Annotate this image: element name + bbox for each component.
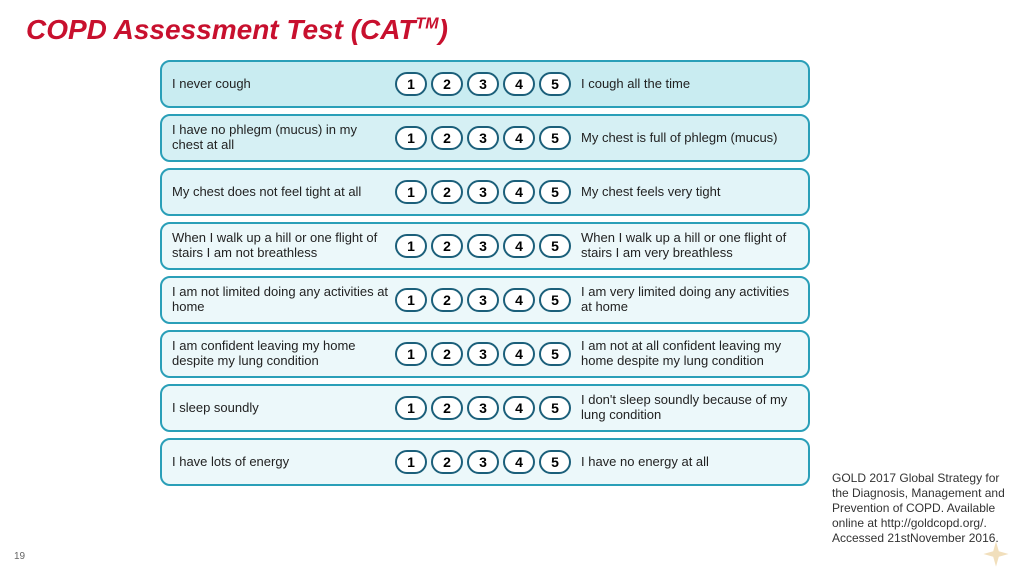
page-number: 19 [14, 551, 25, 562]
assessment-row: I have no phlegm (mucus) in my chest at … [160, 114, 810, 162]
row-left-label: When I walk up a hill or one flight of s… [172, 231, 395, 261]
rating-option[interactable]: 5 [539, 234, 571, 258]
rating-option[interactable]: 4 [503, 180, 535, 204]
rating-option[interactable]: 2 [431, 396, 463, 420]
rating-option[interactable]: 5 [539, 180, 571, 204]
assessment-row: I sleep soundly12345I don't sleep soundl… [160, 384, 810, 432]
rating-scale: 12345 [395, 396, 571, 420]
rating-scale: 12345 [395, 450, 571, 474]
rating-option[interactable]: 5 [539, 126, 571, 150]
rating-scale: 12345 [395, 72, 571, 96]
row-right-label: I have no energy at all [571, 455, 798, 470]
rating-option[interactable]: 3 [467, 234, 499, 258]
rating-option[interactable]: 1 [395, 126, 427, 150]
rating-option[interactable]: 5 [539, 396, 571, 420]
rating-option[interactable]: 5 [539, 450, 571, 474]
rating-option[interactable]: 4 [503, 396, 535, 420]
row-right-label: My chest feels very tight [571, 185, 798, 200]
rating-option[interactable]: 3 [467, 126, 499, 150]
rating-option[interactable]: 1 [395, 180, 427, 204]
rating-option[interactable]: 2 [431, 288, 463, 312]
rating-option[interactable]: 2 [431, 342, 463, 366]
rating-option[interactable]: 1 [395, 450, 427, 474]
title-superscript: TM [416, 16, 439, 33]
rating-option[interactable]: 5 [539, 288, 571, 312]
rating-option[interactable]: 4 [503, 450, 535, 474]
assessment-rows: I never cough12345I cough all the timeI … [160, 60, 810, 492]
row-left-label: My chest does not feel tight at all [172, 185, 395, 200]
rating-option[interactable]: 1 [395, 72, 427, 96]
rating-scale: 12345 [395, 126, 571, 150]
row-right-label: I don't sleep soundly because of my lung… [571, 393, 798, 423]
rating-option[interactable]: 3 [467, 72, 499, 96]
assessment-row: I never cough12345I cough all the time [160, 60, 810, 108]
rating-option[interactable]: 2 [431, 234, 463, 258]
rating-scale: 12345 [395, 180, 571, 204]
row-right-label: I am very limited doing any activities a… [571, 285, 798, 315]
rating-option[interactable]: 4 [503, 234, 535, 258]
rating-option[interactable]: 1 [395, 288, 427, 312]
assessment-row: When I walk up a hill or one flight of s… [160, 222, 810, 270]
rating-option[interactable]: 1 [395, 396, 427, 420]
rating-option[interactable]: 4 [503, 342, 535, 366]
rating-option[interactable]: 1 [395, 342, 427, 366]
row-right-label: When I walk up a hill or one flight of s… [571, 231, 798, 261]
brand-logo-icon [982, 540, 1010, 568]
rating-option[interactable]: 5 [539, 342, 571, 366]
assessment-row: I am not limited doing any activities at… [160, 276, 810, 324]
page-title: COPD Assessment Test (CATTM) [0, 0, 1024, 54]
title-main: COPD Assessment Test (CAT [26, 14, 416, 45]
row-left-label: I am confident leaving my home despite m… [172, 339, 395, 369]
rating-option[interactable]: 2 [431, 72, 463, 96]
rating-scale: 12345 [395, 342, 571, 366]
assessment-row: I am confident leaving my home despite m… [160, 330, 810, 378]
rating-scale: 12345 [395, 288, 571, 312]
rating-option[interactable]: 2 [431, 450, 463, 474]
rating-option[interactable]: 1 [395, 234, 427, 258]
rating-option[interactable]: 4 [503, 126, 535, 150]
citation-text: GOLD 2017 Global Strategy for the Diagno… [832, 471, 1012, 546]
row-left-label: I have no phlegm (mucus) in my chest at … [172, 123, 395, 153]
rating-option[interactable]: 3 [467, 288, 499, 312]
row-left-label: I never cough [172, 77, 395, 92]
rating-option[interactable]: 4 [503, 72, 535, 96]
rating-option[interactable]: 3 [467, 450, 499, 474]
row-right-label: I cough all the time [571, 77, 798, 92]
rating-scale: 12345 [395, 234, 571, 258]
rating-option[interactable]: 3 [467, 342, 499, 366]
row-right-label: I am not at all confident leaving my hom… [571, 339, 798, 369]
rating-option[interactable]: 2 [431, 126, 463, 150]
rating-option[interactable]: 4 [503, 288, 535, 312]
rating-option[interactable]: 3 [467, 396, 499, 420]
row-left-label: I have lots of energy [172, 455, 395, 470]
row-left-label: I sleep soundly [172, 401, 395, 416]
assessment-row: My chest does not feel tight at all12345… [160, 168, 810, 216]
rating-option[interactable]: 2 [431, 180, 463, 204]
row-right-label: My chest is full of phlegm (mucus) [571, 131, 798, 146]
assessment-row: I have lots of energy12345I have no ener… [160, 438, 810, 486]
rating-option[interactable]: 3 [467, 180, 499, 204]
row-left-label: I am not limited doing any activities at… [172, 285, 395, 315]
title-close: ) [439, 14, 448, 45]
rating-option[interactable]: 5 [539, 72, 571, 96]
